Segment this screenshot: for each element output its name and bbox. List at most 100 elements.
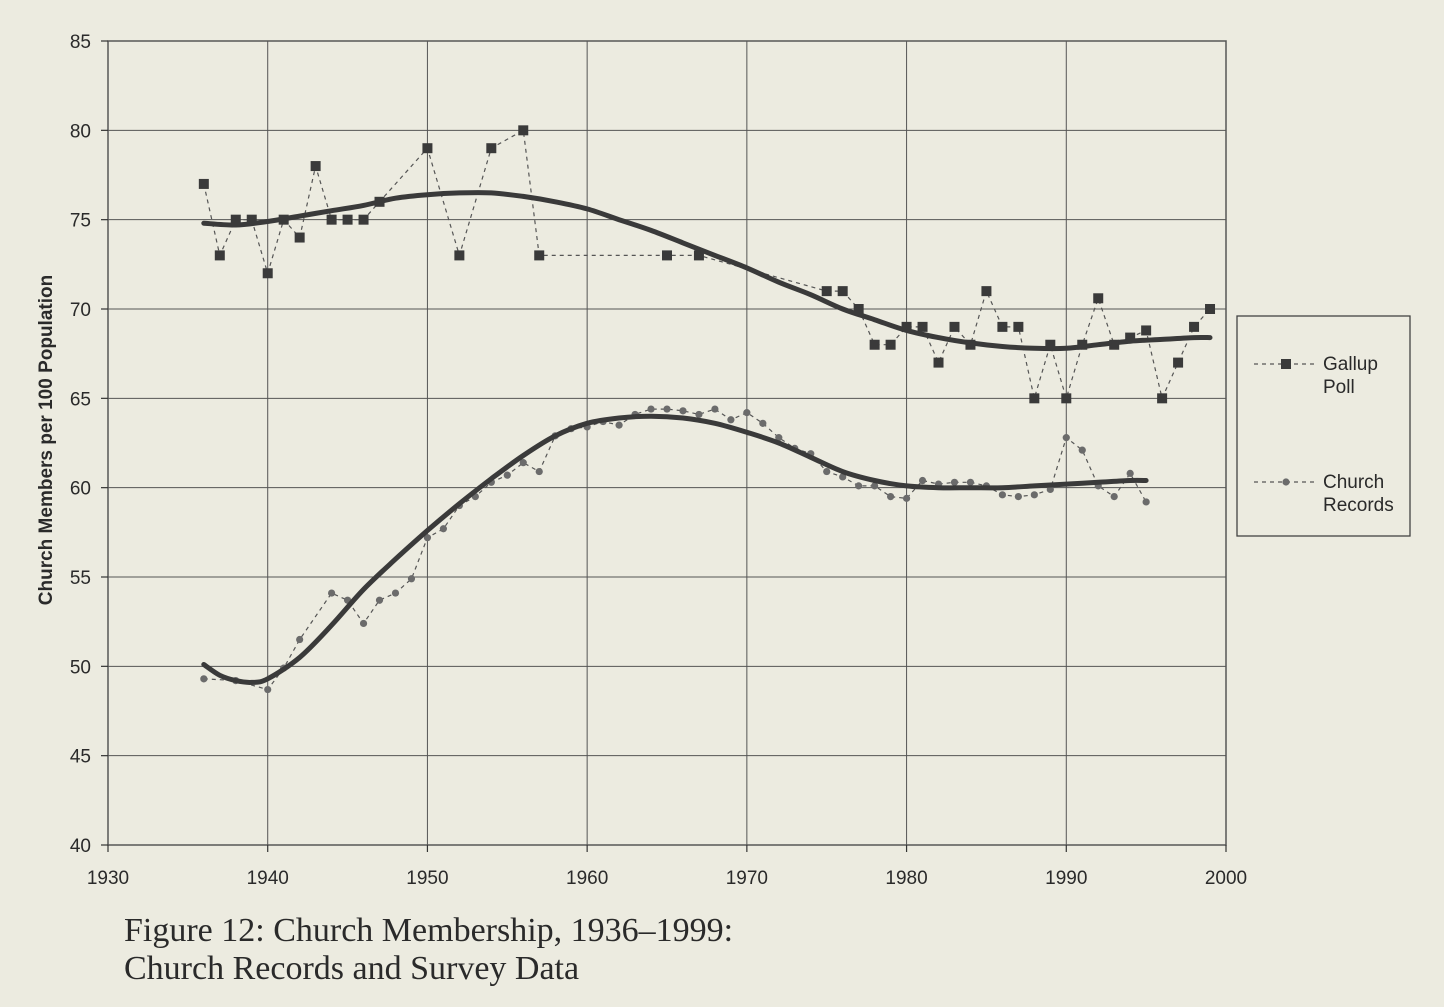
church-records-point [375, 596, 384, 604]
x-tick-label: 1960 [566, 868, 608, 889]
gallup-point [662, 250, 672, 261]
gallup-point [869, 339, 880, 350]
caption-line-1: Figure 12: Church Membership, 1936–1999: [124, 912, 734, 949]
church-records-point [918, 476, 927, 485]
legend-label: Gallup Poll [1323, 354, 1378, 398]
gallup-point [310, 161, 321, 172]
gallup-point [821, 286, 832, 297]
y-tick-label: 80 [70, 121, 91, 142]
gallup-point [997, 321, 1008, 332]
church-records-point [1062, 434, 1070, 442]
line-chart: 1930 1940 1950 1960 1970 1980 1990 2000 40 45 50 5… [36, 32, 1411, 889]
church-records-point [439, 525, 447, 533]
church-records-point [855, 482, 863, 490]
church-records-point [902, 494, 911, 502]
gallup-point [1029, 393, 1040, 404]
gallup-point [342, 214, 353, 225]
legend-marker-square [1281, 359, 1291, 369]
figure-caption: Figure 12: Church Membership, 1936–1999:… [124, 912, 733, 988]
legend-marker-circle [1282, 478, 1290, 486]
legend-box [1236, 315, 1411, 537]
gallup-point [198, 178, 209, 189]
legend-label-word: Church [1323, 472, 1384, 493]
church-records-point [359, 619, 368, 628]
y-tick-label: 45 [70, 747, 91, 768]
gallup-point [949, 321, 960, 332]
church-records-point [950, 478, 959, 486]
church-records-point [503, 471, 511, 479]
series-line-1 [203, 408, 1147, 691]
y-tick-label: 65 [70, 389, 91, 410]
trend-line [201, 190, 1213, 352]
x-tick-label: 1980 [885, 868, 927, 889]
trend-line [201, 413, 1149, 685]
gallup-point [534, 250, 545, 261]
gallup-point [262, 268, 273, 279]
church-records-point [871, 482, 879, 490]
grid [107, 40, 1227, 846]
caption-line-2: Church Records and Survey Data [124, 950, 580, 987]
legend-label-word: Gallup [1323, 354, 1378, 375]
x-tick-label: 2000 [1205, 868, 1247, 889]
gallup-point [518, 125, 529, 136]
church-records-point [391, 589, 400, 597]
gallup-point [1189, 321, 1200, 332]
y-tick-label: 50 [70, 657, 91, 678]
x-tick-label: 1940 [247, 868, 289, 889]
church-records-point [966, 478, 975, 486]
church-records-point [727, 416, 735, 424]
gallup-point [1061, 393, 1072, 404]
church-records-point [647, 405, 655, 413]
legend: Gallup Poll Church Records [1236, 315, 1411, 537]
gallup-point [693, 250, 704, 261]
x-axis-ticks: 1930 1940 1950 1960 1970 1980 1990 2000 [87, 845, 1247, 889]
legend-label-word: Records [1323, 495, 1394, 516]
gallup-point [1157, 393, 1168, 404]
x-tick-label: 1990 [1045, 868, 1087, 889]
church-records-point [615, 421, 623, 429]
church-records-point [407, 575, 416, 583]
church-records-point [823, 467, 831, 476]
gallup-point [1125, 332, 1136, 343]
gallup-point [214, 250, 225, 261]
church-records-point [1110, 493, 1118, 501]
church-records-point [296, 635, 304, 644]
church-records-point [1014, 493, 1022, 501]
y-axis-ticks: 40 45 50 55 60 65 70 75 80 85 [70, 32, 108, 857]
church-records-point [1078, 446, 1086, 454]
series-line-0 [203, 129, 1211, 401]
x-tick-label: 1950 [406, 868, 448, 889]
y-tick-label: 55 [70, 568, 91, 589]
gallup-point [901, 321, 912, 332]
x-tick-label: 1970 [726, 868, 768, 889]
church-records-point [887, 493, 895, 501]
church-records-point [519, 459, 527, 467]
gallup-point [1205, 304, 1216, 314]
y-tick-label: 40 [70, 836, 91, 857]
series-layer [198, 125, 1216, 694]
church-records-point [695, 410, 703, 419]
gallup-point [1173, 357, 1184, 368]
y-tick-label: 75 [70, 211, 91, 232]
church-records-point [679, 407, 687, 415]
gallup-point [1093, 293, 1104, 304]
y-axis-label: Church Members per 100 Population [36, 275, 57, 605]
church-records-point [1126, 469, 1134, 477]
church-records-point [264, 685, 272, 694]
gallup-point [486, 143, 497, 154]
y-tick-label: 70 [70, 300, 91, 321]
church-records-point [1046, 485, 1054, 494]
legend-label-word: Poll [1323, 377, 1355, 398]
gallup-point [1013, 321, 1024, 332]
gallup-point [917, 321, 928, 332]
church-records-point [328, 589, 336, 597]
church-records-point [759, 419, 767, 427]
gallup-point [454, 250, 465, 261]
plot-frame [107, 40, 1227, 846]
gallup-point [933, 357, 944, 368]
church-records-point [1142, 498, 1150, 506]
gallup-point [837, 286, 848, 297]
gallup-point [358, 214, 369, 225]
x-tick-label: 1930 [87, 868, 129, 889]
